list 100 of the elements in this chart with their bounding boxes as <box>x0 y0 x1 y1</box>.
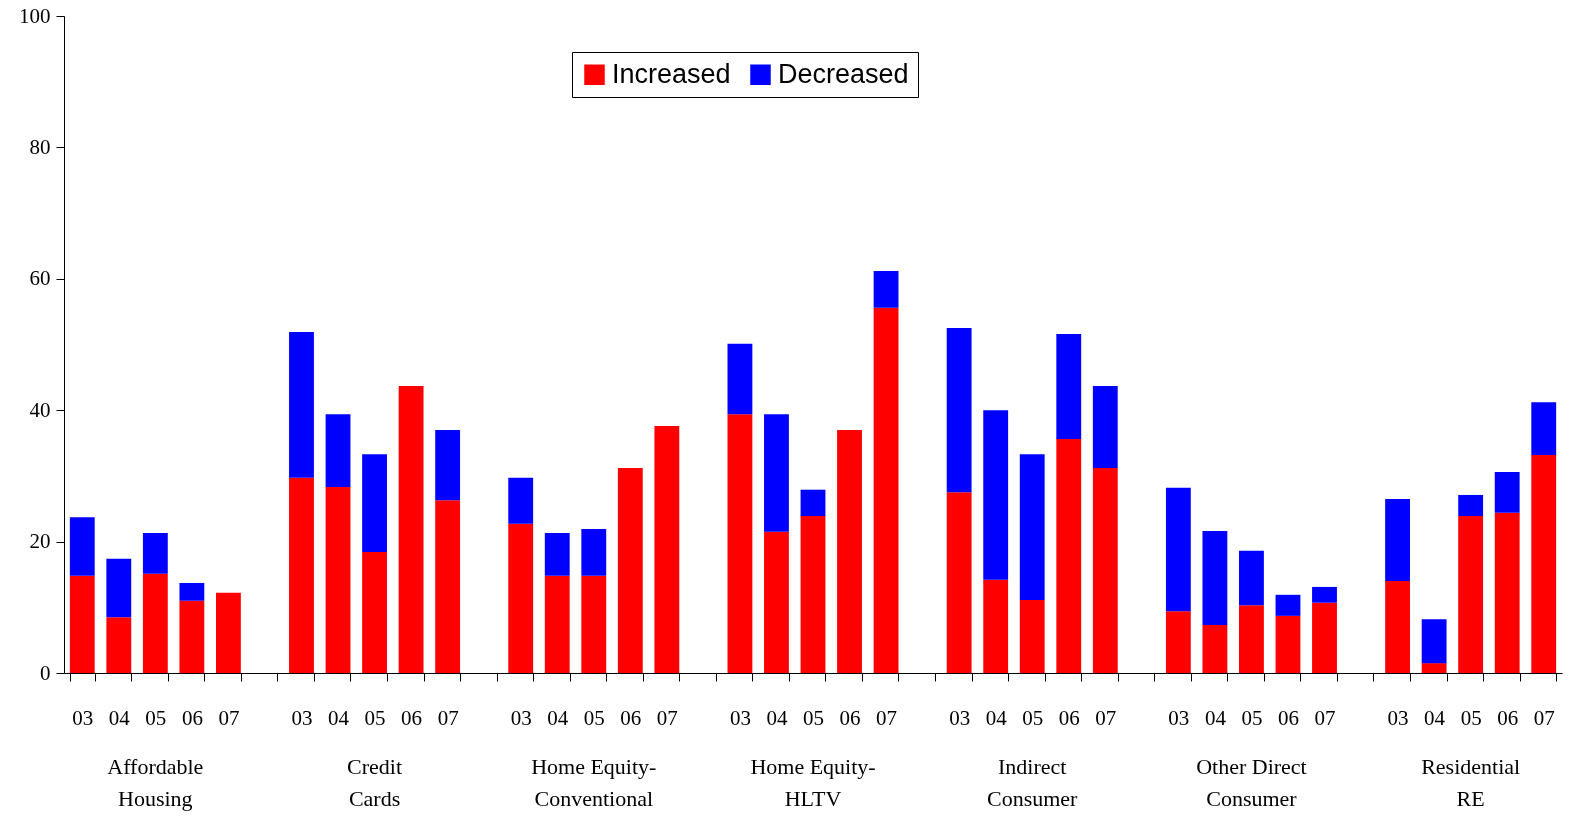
x-tick-label: 04 <box>1204 705 1227 730</box>
x-tick-label: 05 <box>1022 705 1044 730</box>
bar <box>1202 625 1228 673</box>
y-tick-label: 100 <box>19 3 51 28</box>
x-tick-label: 05 <box>364 705 386 730</box>
bar <box>764 414 789 532</box>
bar <box>142 533 168 574</box>
x-tick-label: 06 <box>1277 705 1299 730</box>
bar <box>362 454 387 553</box>
y-tick-label: 60 <box>29 266 51 291</box>
x-tick-label: 07 <box>1314 705 1336 730</box>
bar <box>1494 471 1520 513</box>
bar <box>837 429 862 673</box>
bar <box>398 385 424 673</box>
bar <box>435 500 461 673</box>
bar <box>1056 333 1082 440</box>
bar <box>142 573 168 673</box>
bar <box>1019 600 1045 673</box>
x-tick-label: 05 <box>583 705 605 730</box>
bar <box>1385 498 1411 582</box>
bar <box>1494 512 1520 673</box>
x-tick-label: 03 <box>510 705 532 730</box>
bar <box>1019 454 1045 601</box>
x-tick-label: 06 <box>1058 705 1080 730</box>
bar <box>873 307 899 673</box>
y-tick-label: 20 <box>29 529 51 554</box>
bar <box>544 533 570 576</box>
x-tick-label: 03 <box>72 705 94 730</box>
bar <box>1202 531 1228 626</box>
x-tick-label: 03 <box>1168 705 1190 730</box>
x-tick-label: 06 <box>181 705 203 730</box>
x-tick-label: 06 <box>1497 705 1519 730</box>
bar <box>1165 611 1191 673</box>
bar <box>1312 602 1337 673</box>
x-tick-label: 04 <box>1424 705 1446 730</box>
text: Credit Cards <box>347 754 403 811</box>
bar <box>983 410 1009 580</box>
bar <box>727 414 753 673</box>
bar <box>1458 494 1484 516</box>
text: Residential RE <box>1421 754 1521 811</box>
bar <box>1421 619 1447 664</box>
x-tick-label: 06 <box>401 705 423 730</box>
x-tick-label: 07 <box>1095 705 1117 730</box>
x-tick-label: 04 <box>328 705 350 730</box>
bar <box>1275 594 1301 616</box>
x-tick-label: 04 <box>547 705 569 730</box>
bar <box>1056 439 1082 673</box>
bar <box>325 414 351 488</box>
bar <box>654 425 680 673</box>
bar <box>1531 454 1557 673</box>
x-tick-label: 06 <box>839 705 861 730</box>
bar <box>946 328 972 493</box>
bar <box>1531 402 1557 455</box>
bar <box>946 492 972 673</box>
bar <box>581 575 607 673</box>
x-tick-label: 07 <box>1533 705 1555 730</box>
x-tick-label: 05 <box>145 705 167 730</box>
bar <box>1165 487 1191 612</box>
x-tick-label: 05 <box>1460 705 1482 730</box>
bar <box>581 529 607 576</box>
x-tick-label: 06 <box>620 705 642 730</box>
bar <box>1239 605 1264 673</box>
bar <box>1385 581 1411 673</box>
bar <box>106 558 132 618</box>
bar <box>215 592 241 673</box>
x-tick-label: 05 <box>1241 705 1263 730</box>
y-tick-label: 40 <box>29 397 51 422</box>
bar <box>1458 515 1484 673</box>
x-tick-label: 03 <box>949 705 971 730</box>
bar <box>325 487 351 673</box>
bar <box>106 617 132 673</box>
bar <box>289 332 314 478</box>
bar <box>1312 586 1337 603</box>
x-tick-label: 04 <box>108 705 131 730</box>
bar <box>1092 385 1118 469</box>
bar <box>179 600 205 673</box>
text: Home Equity- HLTV <box>750 754 876 811</box>
bar <box>800 515 826 673</box>
x-tick-label: 03 <box>729 705 751 730</box>
bar <box>1421 663 1447 673</box>
x-tick-label: 03 <box>1387 705 1409 730</box>
bar <box>1092 468 1118 673</box>
bar <box>69 575 95 673</box>
text: Other Direct Consumer <box>1196 754 1307 811</box>
y-tick-label: 80 <box>29 134 51 159</box>
bar <box>179 582 205 601</box>
bar <box>289 477 314 673</box>
bar <box>983 579 1009 673</box>
bar <box>727 343 753 415</box>
bar <box>800 489 826 516</box>
x-tick-label: 04 <box>766 705 788 730</box>
text: Affordable Housing <box>107 754 204 811</box>
x-tick-label: 07 <box>437 705 459 730</box>
bar <box>435 429 461 501</box>
bar <box>764 531 789 673</box>
bar <box>508 477 534 524</box>
text: Indirect Consumer <box>986 754 1079 811</box>
bar <box>362 552 387 673</box>
x-tick-label: 05 <box>803 705 824 730</box>
legend-label: Increased <box>612 58 731 89</box>
